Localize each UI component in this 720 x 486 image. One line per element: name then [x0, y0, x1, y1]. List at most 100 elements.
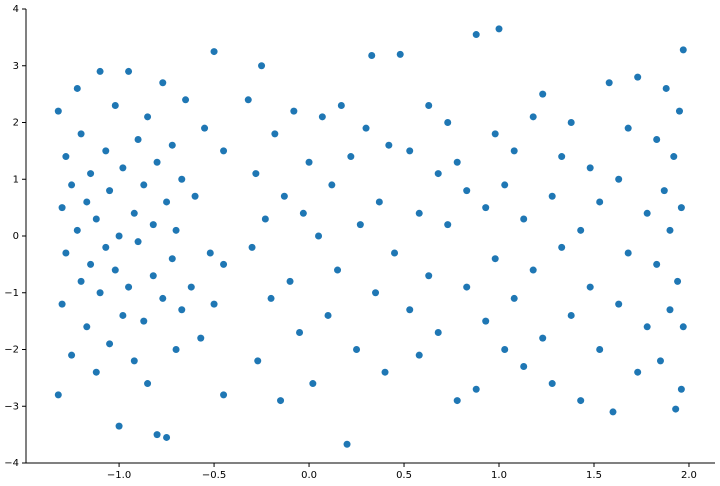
point: [206, 249, 214, 257]
point: [347, 153, 355, 161]
point: [252, 170, 260, 178]
point: [280, 192, 288, 200]
point: [539, 334, 547, 342]
point: [87, 170, 95, 178]
point: [172, 226, 180, 234]
point: [210, 300, 218, 308]
point: [290, 107, 298, 115]
point: [356, 221, 364, 229]
point: [643, 209, 651, 217]
y-tick-label: 0: [13, 231, 19, 242]
point: [102, 243, 110, 251]
point: [472, 31, 480, 39]
point: [529, 113, 537, 121]
point: [491, 130, 499, 138]
point: [501, 346, 509, 353]
point: [677, 204, 685, 212]
point: [134, 136, 142, 144]
y-tick-label: 2: [13, 118, 19, 129]
point: [406, 147, 414, 155]
point: [675, 107, 683, 115]
point: [178, 175, 186, 183]
y-tick-label: −1: [4, 288, 19, 299]
point: [96, 289, 104, 297]
point: [130, 357, 138, 365]
point: [577, 226, 585, 234]
y-tick-label: 4: [13, 4, 19, 15]
y-tick-label: 3: [13, 61, 19, 72]
point: [258, 62, 266, 70]
point: [168, 141, 176, 149]
point: [153, 158, 161, 166]
point: [444, 119, 452, 126]
point: [662, 84, 670, 92]
point: [353, 346, 361, 353]
point: [159, 294, 167, 302]
point: [666, 226, 674, 234]
point: [324, 311, 332, 319]
point: [83, 198, 91, 206]
point: [558, 153, 566, 161]
point: [334, 266, 342, 274]
point: [385, 141, 393, 149]
point: [111, 101, 119, 109]
point: [425, 101, 433, 109]
point: [643, 323, 651, 331]
point: [68, 181, 76, 189]
point: [406, 306, 414, 314]
point: [119, 311, 127, 319]
point: [182, 96, 190, 104]
point: [672, 405, 680, 413]
point: [125, 67, 133, 75]
point: [624, 124, 632, 132]
point: [140, 317, 148, 325]
x-tick-label: 0.5: [396, 470, 412, 481]
point: [453, 158, 461, 166]
point: [415, 351, 423, 359]
point: [220, 147, 228, 155]
x-tick-label: 2.0: [681, 470, 697, 481]
point: [220, 260, 228, 268]
x-tick-label: 1.5: [586, 470, 602, 481]
point: [529, 266, 537, 274]
point: [674, 277, 682, 285]
point: [62, 153, 70, 161]
point: [624, 249, 632, 257]
point: [615, 300, 623, 308]
point: [666, 306, 674, 314]
point: [144, 380, 152, 388]
point: [172, 346, 180, 353]
y-tick-label: 1: [13, 174, 19, 185]
point: [309, 380, 317, 388]
point: [558, 243, 566, 251]
point: [92, 215, 100, 223]
point: [391, 249, 399, 257]
point: [368, 52, 376, 60]
point: [191, 192, 199, 200]
point: [596, 346, 604, 353]
point: [548, 380, 556, 388]
point: [548, 192, 556, 200]
point: [187, 283, 195, 291]
point: [54, 391, 62, 399]
point: [653, 260, 661, 268]
point: [119, 164, 127, 172]
point: [58, 204, 66, 212]
point: [337, 101, 345, 109]
point: [73, 84, 81, 92]
point: [296, 328, 304, 336]
point: [102, 147, 110, 155]
point: [305, 158, 313, 166]
point: [153, 431, 161, 439]
point: [271, 130, 279, 138]
point: [168, 255, 176, 263]
point: [178, 306, 186, 314]
point: [415, 209, 423, 217]
point: [159, 79, 167, 87]
point: [453, 397, 461, 405]
point: [444, 221, 452, 229]
point: [286, 277, 294, 285]
point: [491, 255, 499, 263]
